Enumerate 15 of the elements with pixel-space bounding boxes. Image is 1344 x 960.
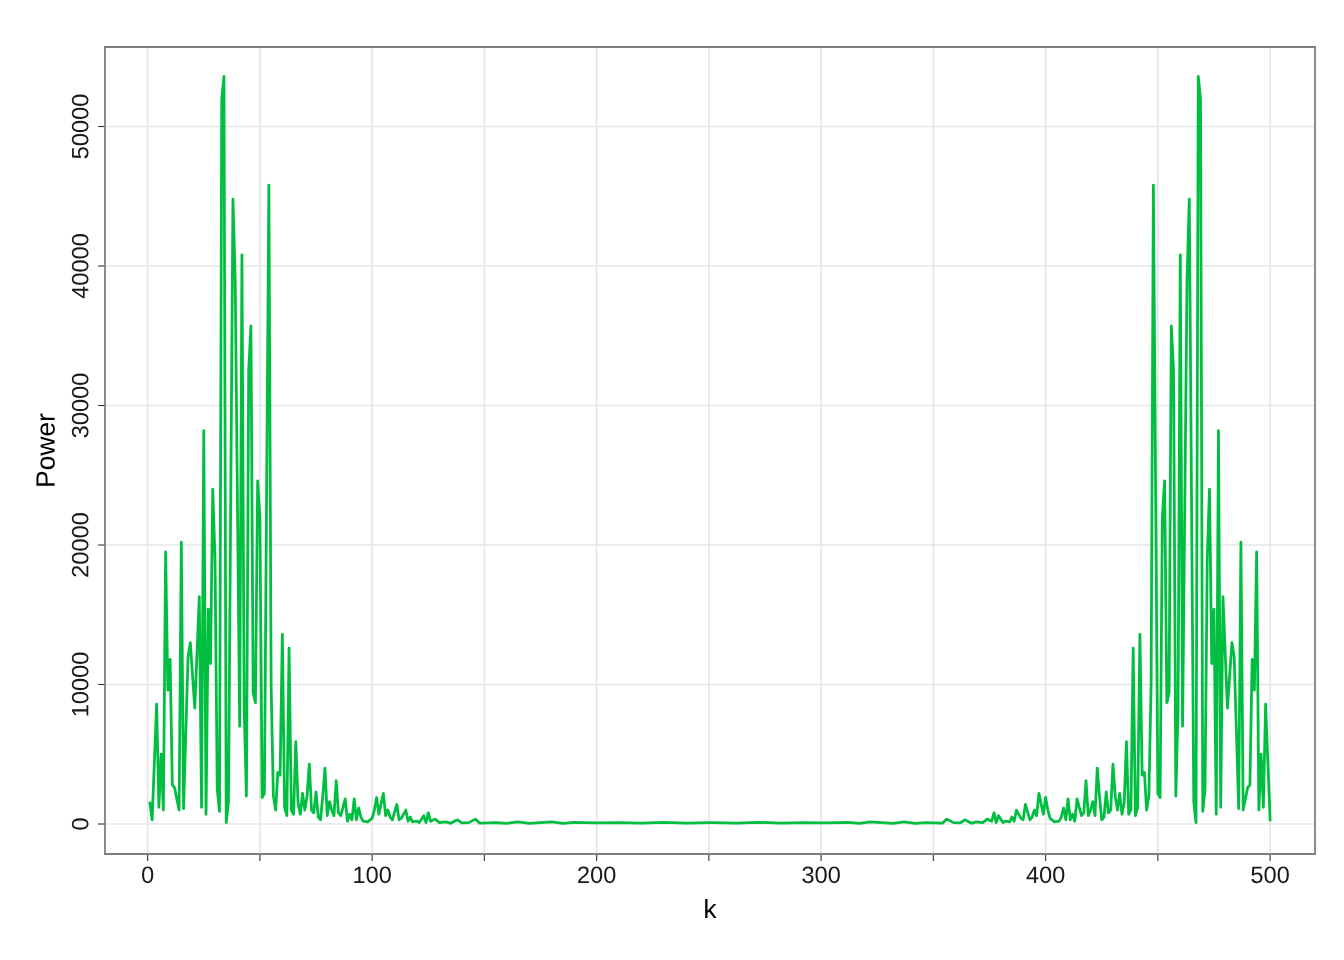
x-axis-title: k [705,898,717,919]
y-tick-label: 20000 [71,513,89,577]
y-tick-label: 50000 [71,94,89,159]
x-tick-label: 400 [1026,866,1065,884]
x-tick-label: 200 [578,866,616,884]
y-tick-label: 40000 [71,234,89,299]
line-series [148,74,1272,825]
x-tick-label: 100 [354,866,391,884]
y-axis-title: Power [36,413,55,486]
x-tick-label: 300 [802,866,840,884]
x-tick-label: 0 [142,866,154,884]
y-tick-label: 10000 [71,652,89,716]
y-tick-label: 30000 [71,373,89,438]
x-tick-label: 500 [1251,866,1289,884]
y-tick-label: 0 [71,818,89,830]
